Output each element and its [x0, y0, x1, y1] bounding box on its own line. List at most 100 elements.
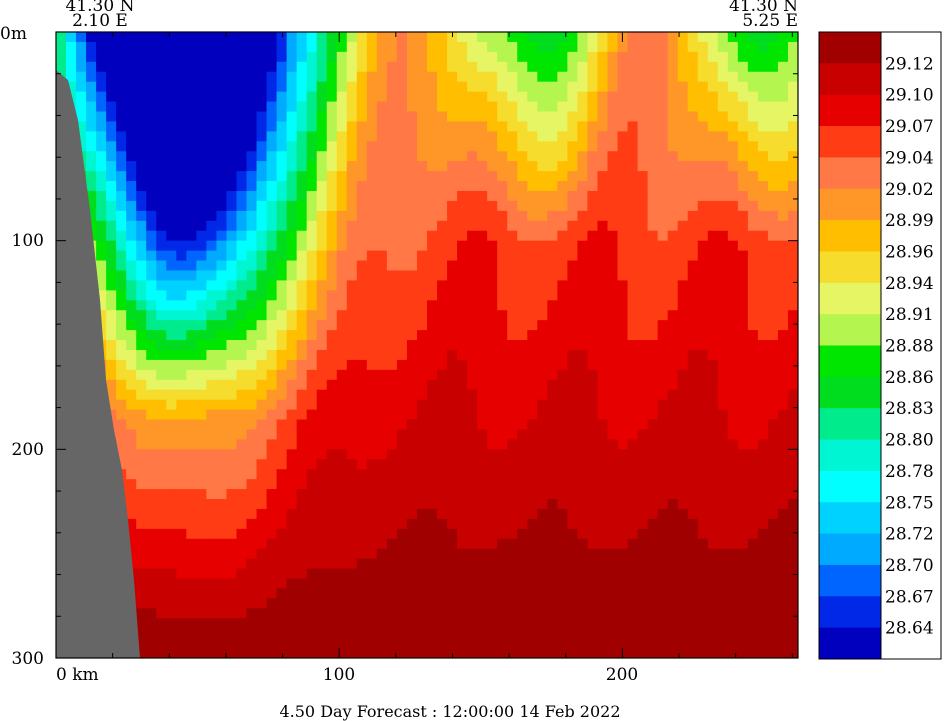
field-cell — [266, 349, 278, 361]
field-cell — [717, 61, 729, 73]
field-cell — [296, 151, 308, 162]
field-cell — [617, 538, 629, 550]
axis-ticks — [55, 31, 798, 659]
field-cell — [547, 588, 558, 599]
field-cell — [296, 359, 308, 371]
field-cell — [396, 300, 408, 311]
field-cell — [266, 449, 278, 460]
field-cell — [206, 330, 218, 341]
field-cell — [547, 499, 558, 510]
field-cell — [567, 240, 579, 252]
field-cell — [607, 61, 619, 73]
field-cell — [96, 32, 107, 43]
field-cell — [747, 230, 759, 242]
field-cell — [116, 200, 127, 212]
field-cell — [727, 111, 739, 123]
field-cell — [717, 131, 729, 142]
field-cell — [777, 469, 789, 480]
field-cell — [296, 429, 308, 440]
field-cell — [737, 558, 749, 570]
field-cell — [206, 349, 218, 361]
field-cell — [787, 399, 798, 411]
field-cell — [647, 230, 659, 242]
field-cell — [326, 210, 338, 222]
field-cell — [537, 161, 548, 172]
field-cell — [557, 359, 568, 371]
field-cell — [477, 270, 488, 282]
field-cell — [447, 588, 458, 599]
field-cell — [226, 459, 238, 470]
field-cell — [346, 489, 358, 500]
field-cell — [416, 419, 428, 431]
field-cell — [176, 41, 187, 53]
field-cell — [396, 528, 408, 540]
field-cell — [447, 449, 458, 460]
field-cell — [336, 508, 348, 520]
field-cell — [467, 369, 478, 381]
field-cell — [457, 399, 468, 411]
field-cell — [657, 499, 669, 510]
field-cell — [597, 399, 609, 411]
field-cell — [697, 548, 709, 560]
field-cell — [226, 419, 238, 431]
field-cell — [146, 578, 157, 590]
field-cell — [356, 210, 368, 222]
field-cell — [637, 379, 649, 391]
field-cell — [216, 618, 228, 629]
field-cell — [677, 608, 689, 619]
field-cell — [587, 479, 599, 490]
field-cell — [306, 379, 318, 391]
field-cell — [266, 538, 278, 550]
field-cell — [126, 61, 137, 73]
field-cell — [687, 71, 699, 83]
field-cell — [396, 558, 408, 570]
field-cell — [226, 200, 238, 212]
field-cell — [577, 151, 589, 162]
field-cell — [517, 648, 528, 658]
field-cell — [376, 161, 388, 172]
field-cell — [216, 548, 228, 560]
field-cell — [86, 71, 97, 83]
field-cell — [577, 598, 589, 609]
field-cell — [647, 210, 659, 222]
field-cell — [687, 439, 699, 450]
field-cell — [396, 618, 408, 629]
field-cell — [416, 369, 428, 381]
field-cell — [727, 190, 739, 202]
field-cell — [126, 230, 137, 242]
field-cell — [787, 111, 798, 123]
field-cell — [477, 230, 488, 242]
field-cell — [146, 61, 157, 73]
field-cell — [537, 479, 548, 490]
field-cell — [246, 190, 258, 202]
field-cell — [687, 349, 699, 361]
field-cell — [757, 399, 769, 411]
field-cell — [647, 479, 659, 490]
field-cell — [447, 210, 458, 222]
field-cell — [737, 489, 749, 500]
field-cell — [637, 638, 649, 649]
field-cell — [156, 310, 167, 321]
field-cell — [747, 161, 759, 172]
field-cell — [186, 568, 197, 580]
field-cell — [427, 151, 438, 162]
field-cell — [687, 290, 699, 301]
field-cell — [727, 340, 739, 351]
field-cell — [256, 598, 268, 609]
field-cell — [216, 598, 228, 609]
field-cell — [126, 91, 137, 103]
field-cell — [226, 578, 238, 590]
field-cell — [767, 429, 779, 440]
field-cell — [607, 648, 619, 658]
field-cell — [316, 359, 328, 371]
field-cell — [497, 429, 508, 440]
field-cell — [406, 290, 418, 301]
field-cell — [707, 459, 719, 470]
field-cell — [146, 499, 157, 510]
field-cell — [286, 340, 298, 351]
field-cell — [156, 628, 167, 639]
field-cell — [406, 618, 418, 629]
field-cell — [316, 250, 328, 262]
field-cell — [737, 399, 749, 411]
field-cell — [116, 240, 127, 252]
